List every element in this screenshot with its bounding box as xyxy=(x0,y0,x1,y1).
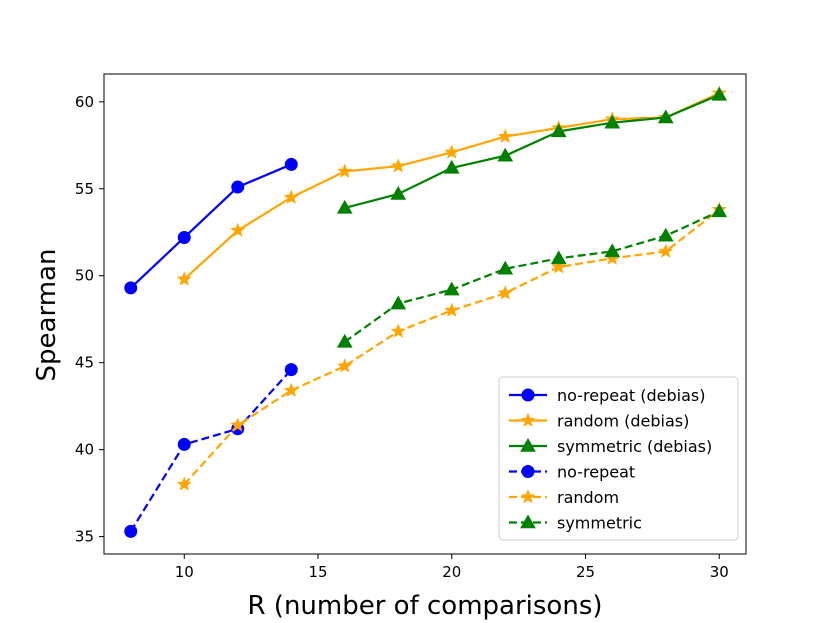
y-tick-label: 50 xyxy=(75,267,94,285)
y-tick-label: 35 xyxy=(75,528,94,546)
legend-item: symmetric (debias) xyxy=(509,437,712,456)
data-point xyxy=(711,203,728,218)
data-point xyxy=(443,281,460,296)
legend-item: symmetric xyxy=(509,514,642,533)
legend-label: no-repeat xyxy=(557,463,635,482)
data-point xyxy=(551,259,567,274)
data-point xyxy=(604,243,621,258)
legend-label: random xyxy=(557,488,619,507)
series-line xyxy=(183,208,720,486)
data-point xyxy=(711,86,728,101)
data-point xyxy=(550,123,567,138)
y-axis: 35 40 45 50 55 60 xyxy=(75,93,104,546)
data-point xyxy=(658,243,674,258)
legend-marker xyxy=(521,465,535,478)
series-line xyxy=(129,163,292,289)
x-axis: 10 15 20 25 30 xyxy=(175,554,729,581)
legend-marker xyxy=(520,437,536,452)
series-6 xyxy=(336,203,728,348)
legend-item: random xyxy=(509,488,619,507)
data-point xyxy=(550,250,567,265)
series-1 xyxy=(124,157,298,295)
data-point xyxy=(230,222,246,237)
data-point xyxy=(230,417,246,432)
series-line xyxy=(129,368,293,532)
y-axis-label: Spearman xyxy=(32,249,62,382)
series-line xyxy=(344,93,720,209)
legend-item: random (debias) xyxy=(509,412,689,431)
x-axis-label: R (number of comparisons) xyxy=(247,591,602,621)
x-tick-label: 15 xyxy=(308,563,327,581)
data-point xyxy=(337,163,353,178)
x-tick-label: 25 xyxy=(576,563,595,581)
data-point xyxy=(657,227,674,242)
legend-box xyxy=(498,376,739,541)
legend: no-repeat (debias) random (debias) symmetr… xyxy=(498,376,739,541)
plot-frame xyxy=(103,73,747,555)
legend-item: no-repeat xyxy=(509,463,635,482)
x-tick-label: 10 xyxy=(175,563,194,581)
y-tick-label: 40 xyxy=(75,441,94,459)
series-3 xyxy=(336,86,728,214)
x-tick-label: 20 xyxy=(442,563,461,581)
data-point xyxy=(443,159,460,174)
data-point xyxy=(283,382,299,397)
data-point xyxy=(336,199,353,214)
legend-label: random (debias) xyxy=(557,412,689,431)
data-point xyxy=(390,323,406,338)
data-point xyxy=(390,158,406,173)
data-point xyxy=(284,157,298,171)
data-point xyxy=(177,230,191,244)
legend-marker xyxy=(520,489,536,504)
data-point xyxy=(444,302,460,317)
data-point xyxy=(124,524,138,538)
data-point xyxy=(176,271,192,286)
legend-label: no-repeat (debias) xyxy=(557,386,705,405)
data-point xyxy=(657,109,674,124)
series-line xyxy=(344,210,720,343)
legend-marker xyxy=(520,514,536,529)
plot-area xyxy=(124,85,728,538)
y-tick-label: 45 xyxy=(75,354,94,372)
data-point xyxy=(337,358,353,373)
data-point xyxy=(124,281,138,295)
data-point xyxy=(497,285,513,300)
legend-label: symmetric xyxy=(557,514,642,533)
data-point xyxy=(497,260,514,275)
legend-label: symmetric (debias) xyxy=(557,437,712,456)
legend-marker xyxy=(520,412,536,427)
data-point xyxy=(283,189,299,204)
legend-marker xyxy=(521,388,535,402)
x-tick-label: 30 xyxy=(710,563,729,581)
data-point xyxy=(284,363,298,377)
data-point xyxy=(231,180,245,194)
data-point xyxy=(604,114,621,129)
data-point xyxy=(176,476,192,491)
data-point xyxy=(336,333,353,348)
series-2 xyxy=(176,85,727,286)
legend-item: no-repeat (debias) xyxy=(509,386,705,405)
data-point xyxy=(177,437,191,451)
data-point xyxy=(497,128,513,143)
data-point xyxy=(390,295,407,310)
series-4 xyxy=(124,363,298,538)
data-point xyxy=(497,147,514,162)
data-point xyxy=(390,185,407,200)
y-tick-label: 60 xyxy=(75,93,94,111)
data-point xyxy=(444,144,460,159)
y-tick-label: 55 xyxy=(75,180,94,198)
